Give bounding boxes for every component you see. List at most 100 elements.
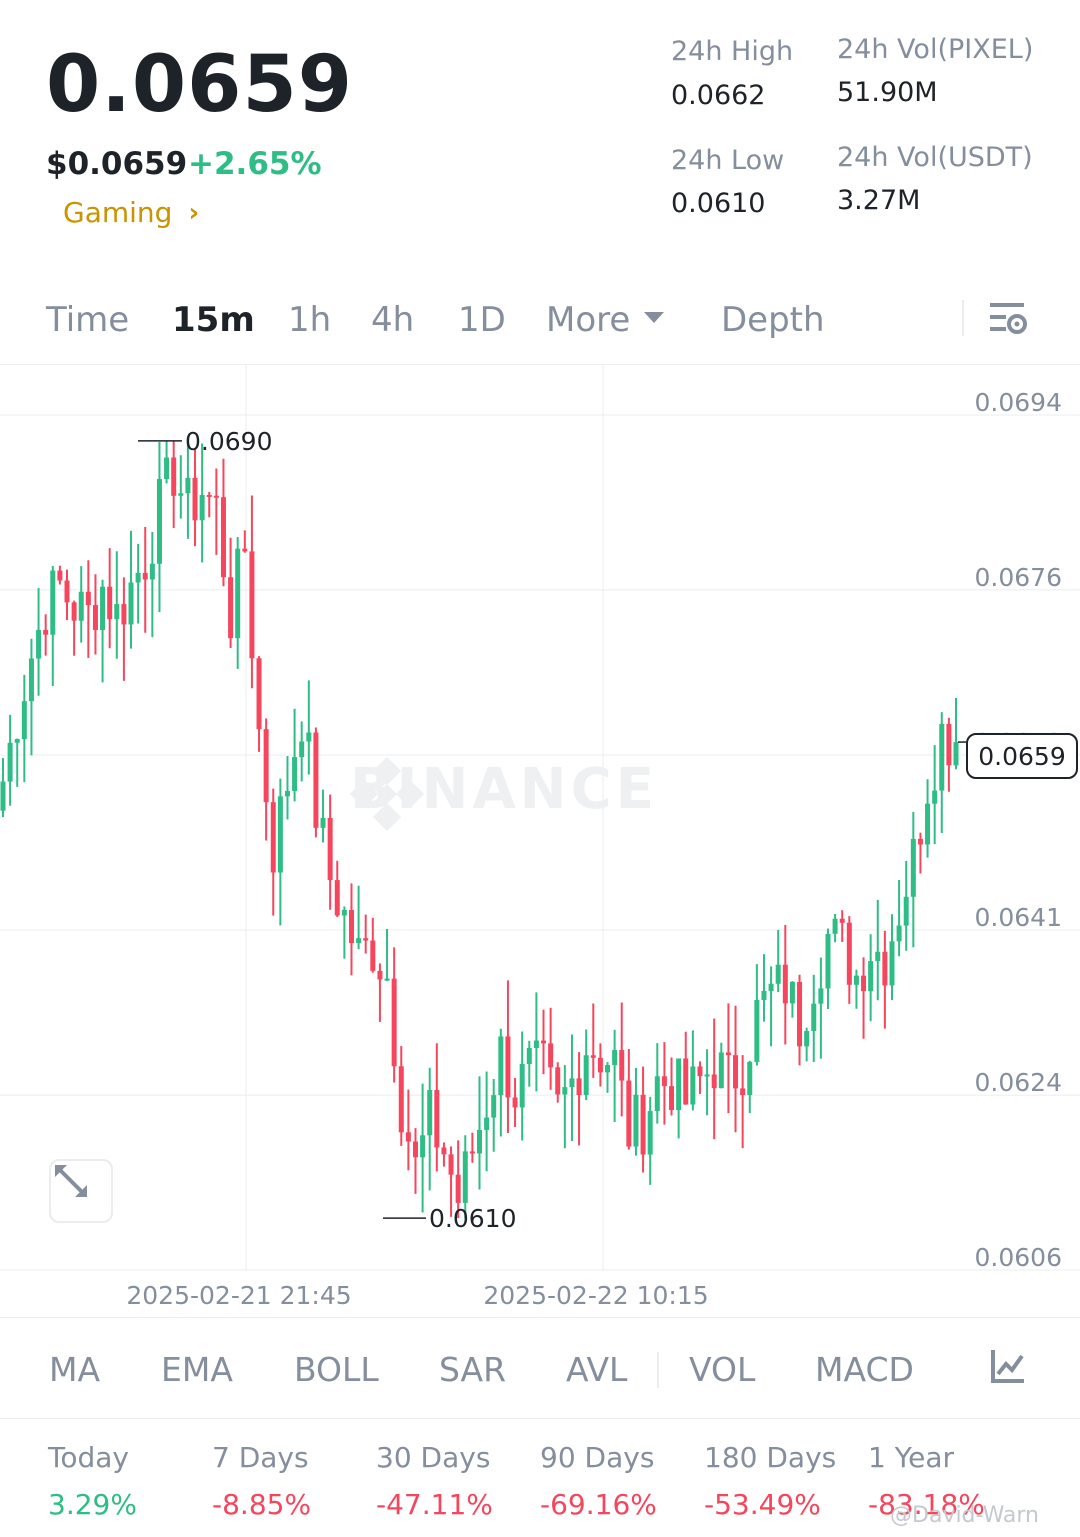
current-price-tag: 0.0659 [966, 733, 1078, 779]
candle-body [619, 1050, 625, 1081]
candle-body [142, 572, 148, 580]
candlestick-chart[interactable]: 0.0694 0.0676 0.0659 0.0641 0.0624 0.0606 2025… [0, 364, 1080, 1318]
tab-depth[interactable]: Depth [721, 300, 825, 340]
tab-15m[interactable]: 15m [172, 300, 255, 340]
high-marker-label: 0.0690 [185, 427, 272, 456]
fullscreen-button[interactable] [49, 1159, 113, 1223]
candle-body [946, 723, 952, 766]
indicator-settings-icon[interactable] [990, 1348, 1026, 1388]
tab-1d[interactable]: 1D [458, 300, 506, 340]
tab-4h[interactable]: 4h [371, 300, 415, 340]
candle-body [519, 1063, 525, 1108]
perf-value: -69.16% [540, 1488, 657, 1521]
candle-body [747, 1061, 753, 1096]
candle-body [171, 457, 177, 496]
indicator-avl[interactable]: AVL [566, 1350, 628, 1389]
candle-body [768, 983, 774, 991]
candle-body [420, 1135, 426, 1158]
y-tick-label: 0.0676 [975, 563, 1062, 592]
candle-body [661, 1076, 667, 1087]
candle-body [28, 658, 34, 702]
category-tag-link[interactable]: Gaming › [63, 196, 199, 229]
candle-body [576, 1078, 582, 1096]
x-tick-label: 2025-02-21 21:45 [126, 1281, 351, 1310]
tab-1h[interactable]: 1h [288, 300, 332, 340]
candle-body [683, 1058, 689, 1105]
candle-body [832, 918, 838, 934]
candle-body [725, 1052, 731, 1056]
candle-body [370, 940, 376, 971]
candle-body [164, 457, 170, 480]
candle-body [484, 1117, 490, 1130]
candle-body [71, 602, 77, 621]
tab-time[interactable]: Time [46, 300, 130, 340]
candle-body [249, 551, 255, 659]
indicator-bar: MA EMA BOLL SAR AVL VOL MACD [0, 1340, 1080, 1404]
candle-body [526, 1048, 532, 1064]
candle-body [242, 548, 248, 552]
candle-body [590, 1055, 596, 1058]
indicator-ma[interactable]: MA [49, 1350, 101, 1389]
candle-body [640, 1094, 646, 1155]
y-tick-label: 0.0694 [975, 388, 1062, 417]
candle-body [541, 1040, 547, 1044]
candle-body [782, 964, 788, 1004]
candle-body [185, 477, 191, 494]
performance-row: Today 3.29% 7 Days -8.85% 30 Days -47.11… [0, 1418, 1080, 1537]
candle-body [853, 975, 859, 985]
perf-value: 3.29% [48, 1488, 137, 1521]
candle-body [441, 1147, 447, 1155]
candle-body [533, 1040, 539, 1049]
high-label: 24h High [671, 36, 794, 67]
candle-body [36, 629, 42, 659]
indicator-vol[interactable]: VOL [689, 1350, 756, 1389]
perf-label: 90 Days [540, 1441, 655, 1474]
candle-body [270, 802, 276, 873]
candle-body [697, 1066, 703, 1077]
candle-body [647, 1111, 653, 1155]
candle-body [405, 1132, 411, 1142]
candle-body [903, 896, 909, 926]
candle-body [0, 781, 6, 811]
candle-body [477, 1129, 482, 1154]
candle-body [953, 742, 959, 766]
tab-more[interactable]: More [546, 300, 665, 340]
candle-body [92, 605, 98, 630]
candle-body [818, 988, 824, 1004]
candle-body [391, 978, 397, 1067]
candle-body [839, 918, 845, 923]
chart-settings-icon[interactable] [988, 298, 1028, 338]
candle-body [327, 817, 333, 881]
candle-body [50, 570, 56, 635]
perf-1y: 1 Year -83.18% [868, 1441, 985, 1521]
candle-body [213, 495, 219, 498]
interval-tabs: Time 15m 1h 4h 1D More Depth [0, 292, 1080, 352]
candle-body [363, 938, 369, 941]
watermark: BINANCE [350, 757, 658, 831]
perf-label: 7 Days [212, 1441, 309, 1474]
chart-canvas: 0.0694 0.0676 0.0659 0.0641 0.0624 0.0606 2025… [0, 365, 1080, 1310]
candle-body [917, 838, 923, 845]
usd-price: $0.0659 [46, 146, 188, 182]
high-value: 0.0662 [671, 80, 766, 111]
indicator-ema[interactable]: EMA [161, 1350, 233, 1389]
tab-divider [962, 300, 964, 336]
low-value: 0.0610 [671, 188, 766, 219]
candle-body [377, 970, 383, 980]
candle-body [875, 951, 881, 962]
candle-body [21, 701, 27, 740]
candle-body [669, 1086, 675, 1111]
candle-body [356, 938, 362, 944]
candle-body [107, 586, 113, 620]
y-tick-label: 0.0606 [975, 1243, 1062, 1272]
candle-body [256, 658, 262, 730]
candle-body [804, 1030, 810, 1047]
indicator-boll[interactable]: BOLL [294, 1350, 379, 1389]
indicator-macd[interactable]: MACD [815, 1350, 914, 1389]
perf-label: 30 Days [376, 1441, 491, 1474]
candle-body [121, 604, 127, 625]
candle-body [263, 729, 269, 803]
candle-body [178, 493, 184, 496]
indicator-sar[interactable]: SAR [439, 1350, 507, 1389]
candle-body [469, 1151, 475, 1154]
